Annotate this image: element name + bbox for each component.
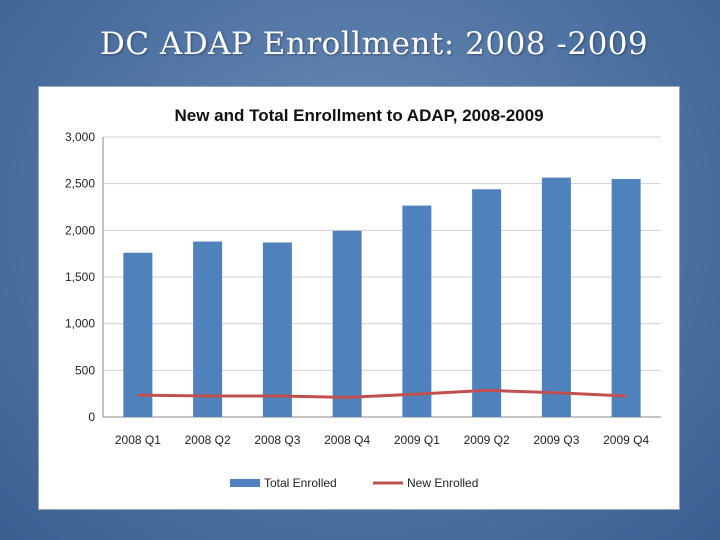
chart-panel: New and Total Enrollment to ADAP, 2008-2… (38, 86, 680, 510)
bar-total-enrolled (611, 179, 641, 417)
x-tick-label: 2008 Q4 (324, 433, 370, 447)
bar-total-enrolled (262, 242, 292, 417)
slide-title: DC ADAP Enrollment: 2008 -2009 (100, 26, 649, 62)
line-new-enrolled (137, 388, 627, 399)
y-tick-label: 1,000 (65, 317, 95, 331)
bar-total-enrolled (193, 241, 223, 417)
x-tick-label: 2009 Q1 (394, 433, 440, 447)
x-tick-label: 2008 Q2 (185, 433, 231, 447)
x-tick-label: 2009 Q3 (533, 433, 579, 447)
legend-swatch-total-enrolled (230, 479, 260, 487)
y-tick-label: 500 (75, 363, 95, 377)
x-tick-label: 2009 Q4 (603, 433, 649, 447)
bar-total-enrolled (541, 177, 571, 417)
x-tick-label: 2008 Q1 (115, 433, 161, 447)
x-tick-label: 2008 Q3 (254, 433, 300, 447)
bar-total-enrolled (332, 230, 362, 417)
legend-label-total-enrolled: Total Enrolled (264, 476, 337, 490)
enrollment-chart: New and Total Enrollment to ADAP, 2008-2… (65, 106, 661, 490)
chart-title: New and Total Enrollment to ADAP, 2008-2… (174, 106, 543, 125)
x-tick-label: 2009 Q2 (464, 433, 510, 447)
y-tick-label: 2,000 (65, 223, 95, 237)
y-tick-label: 1,500 (65, 270, 95, 284)
y-tick-label: 0 (88, 410, 95, 424)
bar-total-enrolled (123, 252, 153, 417)
y-tick-label: 2,500 (65, 177, 95, 191)
legend-label-new-enrolled: New Enrolled (407, 476, 478, 490)
bar-total-enrolled (472, 189, 502, 417)
bar-total-enrolled (402, 205, 432, 417)
y-tick-label: 3,000 (65, 130, 95, 144)
